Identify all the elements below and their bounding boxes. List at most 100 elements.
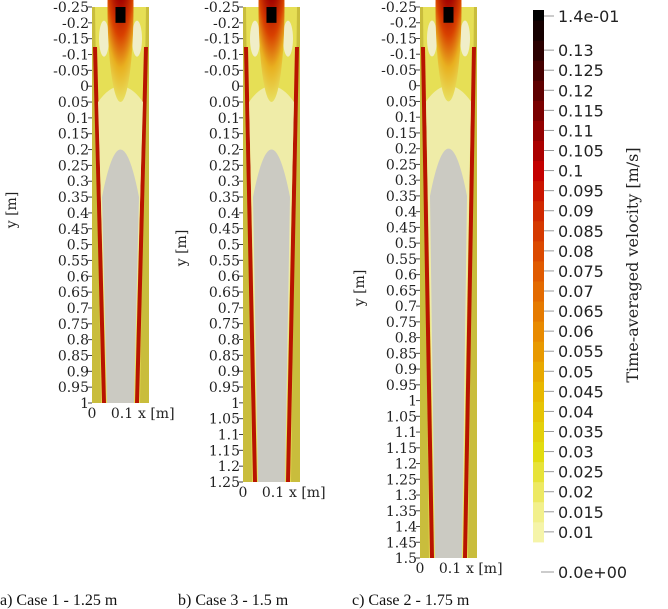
y-tick-label: 0.8: [67, 333, 89, 349]
y-tick-label: 0.75: [58, 317, 89, 333]
colorbar-tick-label: 0.1: [558, 162, 583, 181]
y-tick-label: 1: [408, 394, 417, 410]
y-tick-label: 0.55: [209, 253, 240, 269]
colorbar-tick-label: 0.085: [558, 222, 604, 241]
y-tick-label: 1.05: [209, 412, 240, 428]
y-tick-label: 0.9: [67, 364, 89, 380]
shear-layer-left: [93, 46, 106, 404]
y-tick-label: 0.5: [218, 238, 240, 254]
x-tick-label: 0.1: [111, 406, 133, 422]
panel-caption: c) Case 2 - 1.75 m: [352, 592, 470, 609]
y-tick-label: 0.95: [58, 380, 89, 396]
y-tick-label: 0.55: [386, 252, 417, 268]
colorbar-segment: [533, 301, 544, 322]
y-tick-label: 0.7: [395, 299, 417, 315]
y-tick-label: 1: [80, 396, 89, 412]
y-tick-label: 0.4: [67, 206, 89, 222]
y-tick-label: 0: [408, 79, 417, 95]
colorbar-segment: [533, 40, 544, 61]
panel-2: -0.25-0.2-0.15-0.1-0.0500.050.10.150.20.…: [174, 0, 326, 609]
recirculation-left: [427, 20, 437, 57]
colorbar-tick-label: 0.095: [558, 182, 604, 201]
y-tick-label: 0.35: [58, 190, 89, 206]
colorbar-tick-label: 0.12: [558, 81, 594, 100]
y-tick-label: 0.4: [395, 205, 417, 221]
y-tick-label: 1.4: [395, 520, 417, 536]
y-tick-label: 0.95: [209, 380, 240, 396]
core-region: [102, 149, 139, 403]
y-tick-label: 0.25: [209, 158, 240, 174]
y-tick-label: 0.75: [386, 315, 417, 331]
y-tick-label: -0.15: [204, 32, 240, 48]
colorbar-segment: [533, 280, 544, 302]
y-tick-label: 0.9: [395, 362, 417, 378]
colorbar-min-label: 0.0e+00: [558, 563, 627, 582]
y-tick-label: -0.2: [62, 16, 89, 32]
y-tick-label: 0.15: [58, 127, 89, 143]
y-tick-label: -0.15: [53, 32, 89, 48]
y-tick-label: 1.2: [395, 457, 417, 473]
y-axis-label: y [m]: [352, 270, 368, 308]
colorbar-tick-label: 0.06: [558, 322, 594, 341]
colorbar-segment: [533, 20, 544, 41]
colorbar-tick-label: 0.09: [558, 202, 594, 221]
colorbar-tick-label: 0.01: [558, 523, 594, 542]
y-tick-label: 1.1: [395, 425, 417, 441]
y-tick-label: 0.05: [209, 95, 240, 111]
colorbar-segment: [533, 120, 544, 141]
y-tick-label: 1.35: [386, 504, 417, 520]
y-tick-label: 1.15: [386, 441, 417, 457]
y-tick-label: 0.6: [218, 269, 240, 285]
y-tick-label: 1.1: [218, 428, 240, 444]
y-tick-label: 1.45: [386, 535, 417, 551]
colorbar-segment: [533, 361, 544, 382]
y-tick-label: 0.8: [395, 331, 417, 347]
y-axis-label: y [m]: [174, 230, 190, 268]
y-tick-label: 0.35: [386, 189, 417, 205]
y-tick-label: -0.05: [381, 63, 417, 79]
shear-layer-right: [135, 46, 148, 404]
colorbar-tick-label: 0.08: [558, 242, 594, 261]
contour-panels: -0.25-0.2-0.15-0.1-0.0500.050.10.150.20.…: [0, 0, 503, 609]
colorbar-tick-label: 0.125: [558, 61, 604, 80]
y-tick-label: 0.85: [58, 348, 89, 364]
y-tick-label: -0.05: [53, 63, 89, 79]
shear-layer-right: [286, 46, 299, 483]
inlet-jet: [258, 0, 285, 102]
inlet-jet: [107, 0, 134, 103]
x-axis-label: x [m]: [466, 561, 503, 577]
y-tick-label: 0.45: [209, 222, 240, 238]
recirculation-left: [99, 20, 109, 57]
x-tick-label: 0.1: [262, 485, 284, 501]
recirculation-left: [250, 20, 260, 57]
x-axis-label: x [m]: [289, 485, 326, 501]
y-tick-label: 0.3: [218, 174, 240, 190]
colorbar-max-label: 1.4e-01: [558, 7, 619, 26]
y-tick-label: 1.15: [209, 443, 240, 459]
colorbar-segment: [533, 501, 544, 523]
core-region: [253, 149, 290, 482]
colorbar-tick-label: 0.055: [558, 342, 604, 361]
y-tick-label: 0.9: [218, 364, 240, 380]
colorbar-tick-label: 0.025: [558, 463, 604, 482]
y-tick-label: 0.05: [386, 94, 417, 110]
y-tick-label: 0.15: [209, 127, 240, 143]
colorbar-segment: [533, 180, 544, 202]
panel-caption: b) Case 3 - 1.5 m: [178, 592, 289, 609]
y-tick-label: 0.95: [386, 378, 417, 394]
shear-layer-left: [421, 46, 434, 559]
recirculation-right: [460, 20, 470, 57]
colorbar-tick-label: 0.105: [558, 142, 604, 161]
colorbar-tick-label: 0.02: [558, 483, 594, 502]
y-tick-label: -0.25: [53, 0, 89, 16]
colorbar-tick-label: 0.075: [558, 262, 604, 281]
colorbar-segment: [533, 381, 544, 402]
y-tick-label: 0.2: [218, 143, 240, 159]
y-tick-label: 0.45: [58, 222, 89, 238]
recirculation-right: [132, 20, 142, 57]
jet-core: [443, 7, 454, 23]
colorbar: 1.4e-010.130.1250.120.1150.110.1050.10.0…: [533, 7, 642, 582]
y-tick-label: 0.6: [67, 269, 89, 285]
y-tick-label: 0.3: [67, 174, 89, 190]
